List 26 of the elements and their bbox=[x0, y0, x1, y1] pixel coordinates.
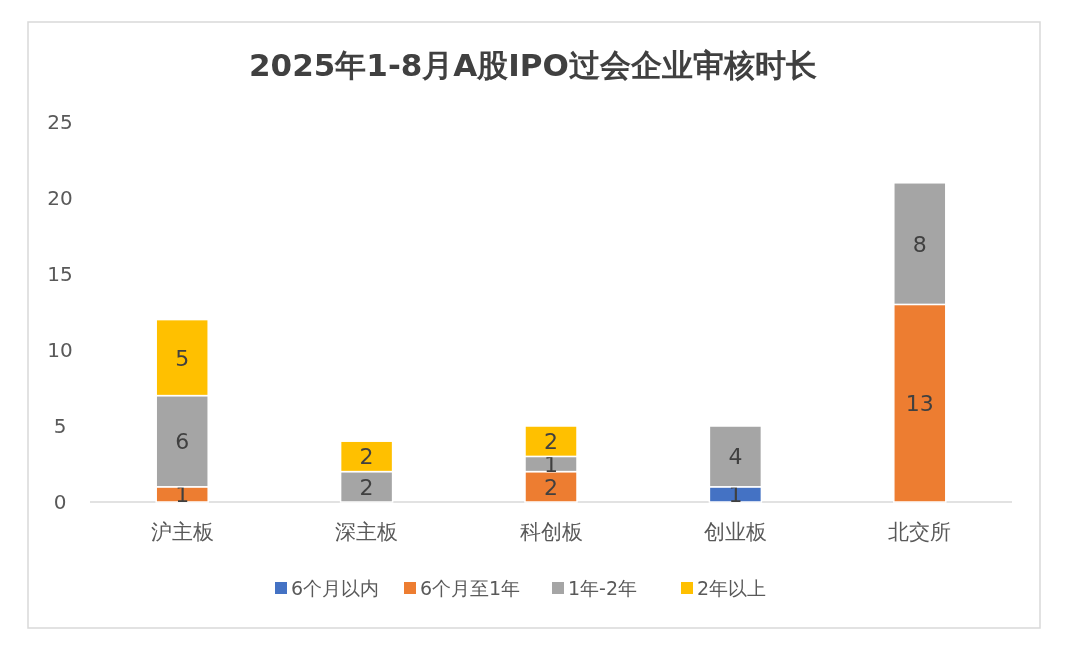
data-label: 4 bbox=[728, 444, 743, 470]
y-tick-label: 25 bbox=[47, 110, 73, 134]
chart-title: 2025年1-8月A股IPO过会企业审核时长 bbox=[249, 47, 817, 83]
y-tick-label: 5 bbox=[53, 414, 67, 438]
x-tick-label: 深主板 bbox=[335, 520, 399, 544]
legend-label: 6个月至1年 bbox=[420, 577, 521, 599]
y-tick-label: 20 bbox=[47, 186, 73, 210]
y-tick-label: 15 bbox=[47, 262, 73, 286]
y-tick-label: 10 bbox=[47, 338, 73, 362]
data-label: 6 bbox=[175, 429, 190, 455]
x-tick-label: 科创板 bbox=[519, 520, 583, 544]
x-tick-label: 创业板 bbox=[703, 520, 767, 544]
data-label: 5 bbox=[175, 345, 190, 371]
data-label: 2 bbox=[544, 429, 558, 455]
data-label: 2 bbox=[544, 474, 558, 500]
data-label: 13 bbox=[905, 391, 934, 417]
x-tick-label: 北交所 bbox=[888, 520, 952, 544]
y-tick-label: 0 bbox=[53, 490, 67, 514]
data-label: 8 bbox=[912, 231, 927, 257]
legend-label: 6个月以内 bbox=[291, 577, 380, 599]
legend-label: 1年-2年 bbox=[568, 577, 638, 599]
bar bbox=[708, 425, 763, 488]
data-label: 2 bbox=[359, 474, 374, 500]
data-label: 2 bbox=[359, 444, 374, 470]
legend-label: 2年以上 bbox=[697, 577, 767, 599]
x-tick-label: 沪主板 bbox=[150, 520, 214, 544]
